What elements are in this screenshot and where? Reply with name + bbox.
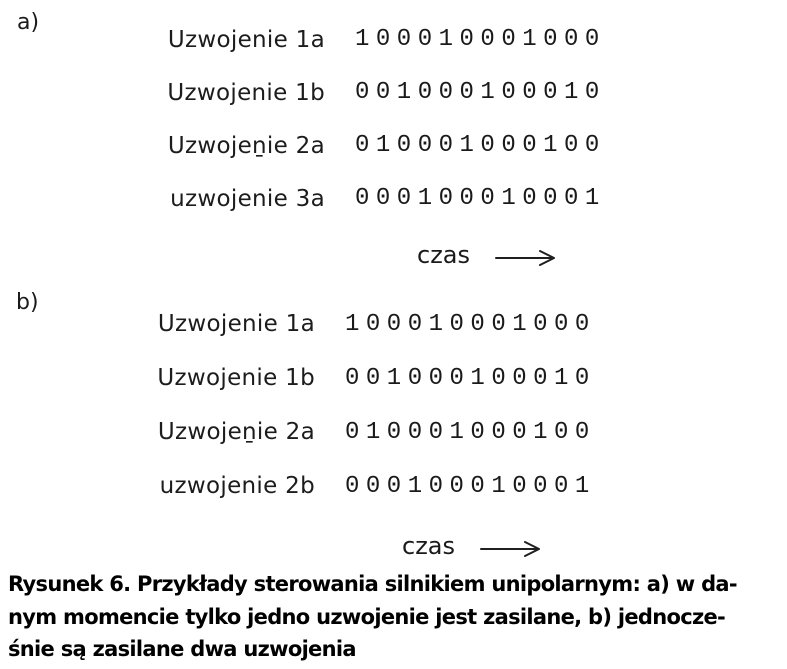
panel-a-label: a) (17, 10, 40, 35)
time-axis-a: czas (417, 241, 557, 269)
winding-bit-sequence: 010001000100 (345, 418, 596, 446)
winding-row: Uzwojenie 1b 001000100010 (0, 66, 606, 119)
winding-row: Uzwojeṉie 2a 010001000100 (0, 405, 596, 459)
winding-row: uzwojenie 3a 000100010001 (0, 172, 606, 225)
winding-bit-sequence: 000100010001 (345, 472, 596, 500)
panel-a-rows: Uzwojenie 1a 100010001000 Uzwojenie 1b 0… (0, 13, 606, 225)
winding-bit-sequence: 000100010001 (355, 185, 606, 212)
panel-b-rows: Uzwojenie 1a 100010001000 Uzwojenie 1b 0… (0, 297, 596, 513)
winding-row: uzwojenie 2b 000100010001 (0, 459, 596, 513)
time-axis-label: czas (402, 532, 456, 560)
winding-label: uzwojenie 2b (159, 473, 315, 499)
winding-label: Uzwojeṉie 2a (167, 132, 325, 159)
winding-bit-sequence: 100010001000 (345, 310, 596, 338)
winding-row: Uzwojenie 1a 100010001000 (0, 13, 606, 66)
winding-bit-sequence: 100010001000 (355, 26, 606, 53)
winding-label: Uzwojeṉie 2a (157, 419, 315, 445)
winding-row: Uzwojenie 1a 100010001000 (0, 297, 596, 351)
winding-label: Uzwojenie 1b (167, 79, 325, 106)
time-axis-label: czas (417, 241, 471, 269)
figure-caption: Rysunek 6. Przykłady sterowania silnikie… (8, 568, 738, 666)
time-axis-b: czas (402, 532, 542, 560)
winding-label: Uzwojenie 1b (157, 365, 315, 391)
winding-label: Uzwojenie 1a (157, 311, 315, 337)
winding-row: Uzwojenie 1b 001000100010 (0, 351, 596, 405)
winding-bit-sequence: 001000100010 (345, 364, 596, 392)
winding-label: Uzwojenie 1a (167, 26, 325, 53)
winding-row: Uzwojeṉie 2a 010001000100 (0, 119, 606, 172)
caption-line: Rysunek 6. Przykłady sterowania silnikie… (8, 572, 738, 596)
panel-b-label: b) (16, 290, 39, 315)
caption-line: nym momencie tylko jedno uzwojenie jest … (8, 604, 726, 629)
winding-bit-sequence: 001000100010 (355, 79, 606, 106)
winding-bit-sequence: 010001000100 (355, 132, 606, 159)
time-arrow-icon (480, 540, 541, 557)
caption-line: śnie są zasilane dwa uzwojenia (8, 637, 357, 661)
winding-label: uzwojenie 3a (170, 185, 325, 212)
time-arrow-icon (495, 249, 556, 266)
